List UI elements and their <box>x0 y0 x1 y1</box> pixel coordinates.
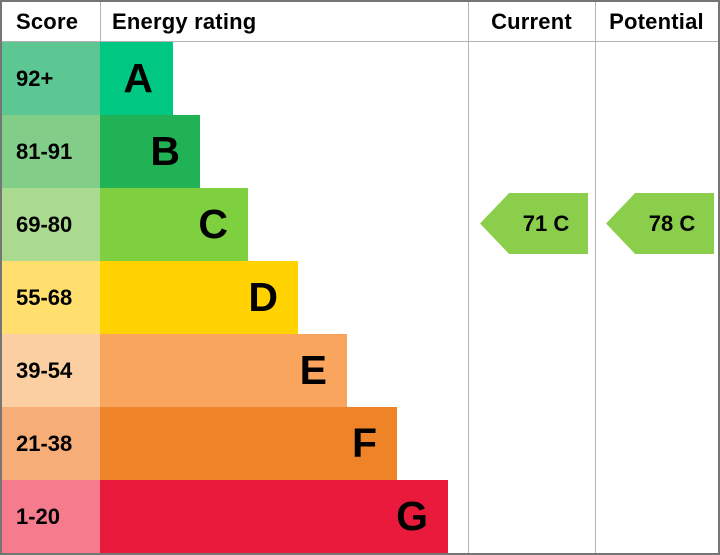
band-letter: A <box>123 55 153 101</box>
band-bar: G <box>100 480 448 553</box>
band-rows: 92+ A 81-91 B 69-80 C 55-68 D 39-54 <box>2 42 718 553</box>
band-bar: B <box>100 115 200 188</box>
band-letter: C <box>198 201 228 247</box>
band-row-a: 92+ A <box>2 42 718 115</box>
band-bar: F <box>100 407 397 480</box>
band-letter: G <box>396 493 428 539</box>
column-header-score: Score <box>16 9 79 34</box>
column-header-energy-rating: Energy rating <box>112 9 257 34</box>
potential-rating-label: 78 C <box>648 210 696 236</box>
score-column-divider <box>100 2 101 41</box>
band-bar: C <box>100 188 248 261</box>
column-header-potential: Potential <box>609 9 704 34</box>
band-letter: E <box>299 347 327 393</box>
band-bar: E <box>100 334 347 407</box>
band-score-range: 39-54 <box>2 334 100 407</box>
potential-column-divider <box>595 2 596 553</box>
band-score-range: 55-68 <box>2 261 100 334</box>
current-column-divider <box>468 2 469 553</box>
band-row-g: 1-20 G <box>2 480 718 553</box>
band-bar: D <box>100 261 298 334</box>
band-row-f: 21-38 F <box>2 407 718 480</box>
band-score-range: 92+ <box>2 42 100 115</box>
band-score-range: 21-38 <box>2 407 100 480</box>
current-rating-label: 71 C <box>522 210 570 236</box>
band-letter: B <box>150 128 180 174</box>
column-header-current: Current <box>491 9 572 34</box>
band-letter: D <box>248 274 278 320</box>
band-score-range: 1-20 <box>2 480 100 553</box>
table-header: Score Energy rating Current Potential <box>2 2 718 42</box>
band-row-e: 39-54 E <box>2 334 718 407</box>
band-score-range: 69-80 <box>2 188 100 261</box>
band-bar: A <box>100 42 173 115</box>
band-row-d: 55-68 D <box>2 261 718 334</box>
band-row-c: 69-80 C <box>2 188 718 261</box>
band-letter: F <box>351 420 377 466</box>
band-score-range: 81-91 <box>2 115 100 188</box>
band-row-b: 81-91 B <box>2 115 718 188</box>
